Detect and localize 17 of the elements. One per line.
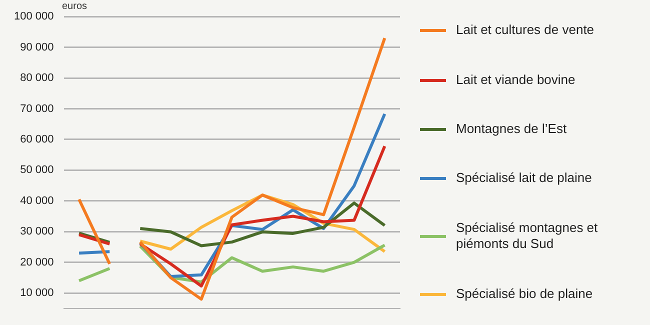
y-tick-label: 100 000 xyxy=(14,10,54,23)
legend-label: Spécialisé lait de plaine xyxy=(456,170,592,188)
legend-label: Montagnes de l’Est xyxy=(456,120,567,138)
y-tick-label: 50 000 xyxy=(20,164,54,176)
y-axis-title: euros xyxy=(62,1,88,12)
y-tick-label: 60 000 xyxy=(20,133,54,146)
y-tick-label: 20 000 xyxy=(20,256,54,268)
y-tick-label: 40 000 xyxy=(20,194,54,207)
y-tick-label: 10 000 xyxy=(20,287,54,300)
y-tick-label: 90 000 xyxy=(20,41,54,54)
y-tick-label: 30 000 xyxy=(20,226,54,238)
y-tick-label: 70 000 xyxy=(20,102,54,115)
y-tick-label: 80 000 xyxy=(20,72,54,84)
legend-label: Lait et cultures de vente xyxy=(456,22,594,40)
legend-label: Spécialisé montagnes et piémonts du Sud xyxy=(456,220,599,254)
legend-label: Lait et viande bovine xyxy=(456,72,576,88)
legend-label: Spécialisé bio de plaine xyxy=(456,286,593,303)
